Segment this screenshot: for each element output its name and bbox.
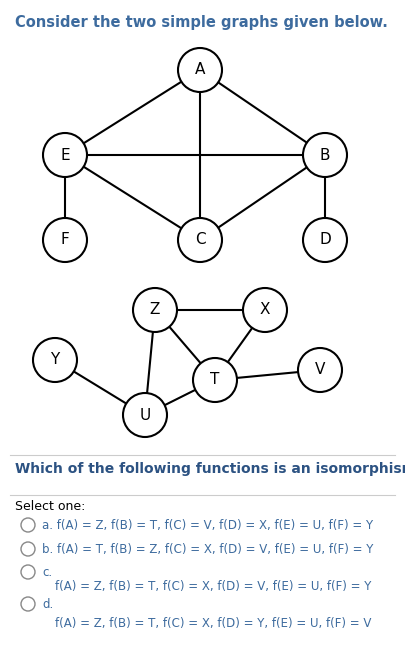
Text: E: E: [60, 148, 70, 163]
Circle shape: [243, 288, 287, 332]
Text: d.: d.: [42, 598, 53, 611]
Circle shape: [303, 133, 347, 177]
Text: B: B: [320, 148, 330, 163]
Text: f(A) = Z, f(B) = T, f(C) = X, f(D) = Y, f(E) = U, f(F) = V: f(A) = Z, f(B) = T, f(C) = X, f(D) = Y, …: [55, 617, 371, 630]
Text: Select one:: Select one:: [15, 500, 85, 513]
Text: C: C: [195, 232, 205, 248]
Text: a. f(A) = Z, f(B) = T, f(C) = V, f(D) = X, f(E) = U, f(F) = Y: a. f(A) = Z, f(B) = T, f(C) = V, f(D) = …: [42, 519, 373, 532]
Circle shape: [21, 518, 35, 532]
Circle shape: [21, 597, 35, 611]
Text: U: U: [139, 408, 151, 422]
Text: b. f(A) = T, f(B) = Z, f(C) = X, f(D) = V, f(E) = U, f(F) = Y: b. f(A) = T, f(B) = Z, f(C) = X, f(D) = …: [42, 543, 373, 556]
Text: c.: c.: [42, 566, 52, 579]
Circle shape: [303, 218, 347, 262]
Text: Consider the two simple graphs given below.: Consider the two simple graphs given bel…: [15, 15, 388, 30]
Text: Z: Z: [150, 303, 160, 317]
Circle shape: [123, 393, 167, 437]
Circle shape: [21, 542, 35, 556]
Circle shape: [43, 133, 87, 177]
Circle shape: [193, 358, 237, 402]
Circle shape: [298, 348, 342, 392]
Text: Which of the following functions is an isomorphism?: Which of the following functions is an i…: [15, 462, 405, 476]
Text: V: V: [315, 362, 325, 377]
Text: D: D: [319, 232, 331, 248]
Text: T: T: [210, 373, 220, 388]
Text: f(A) = Z, f(B) = T, f(C) = X, f(D) = V, f(E) = U, f(F) = Y: f(A) = Z, f(B) = T, f(C) = X, f(D) = V, …: [55, 580, 371, 593]
Circle shape: [178, 48, 222, 92]
Text: A: A: [195, 63, 205, 77]
Text: F: F: [61, 232, 69, 248]
Circle shape: [178, 218, 222, 262]
Circle shape: [43, 218, 87, 262]
Text: Y: Y: [50, 353, 60, 368]
Circle shape: [133, 288, 177, 332]
Circle shape: [33, 338, 77, 382]
Text: X: X: [260, 303, 270, 317]
Circle shape: [21, 565, 35, 579]
